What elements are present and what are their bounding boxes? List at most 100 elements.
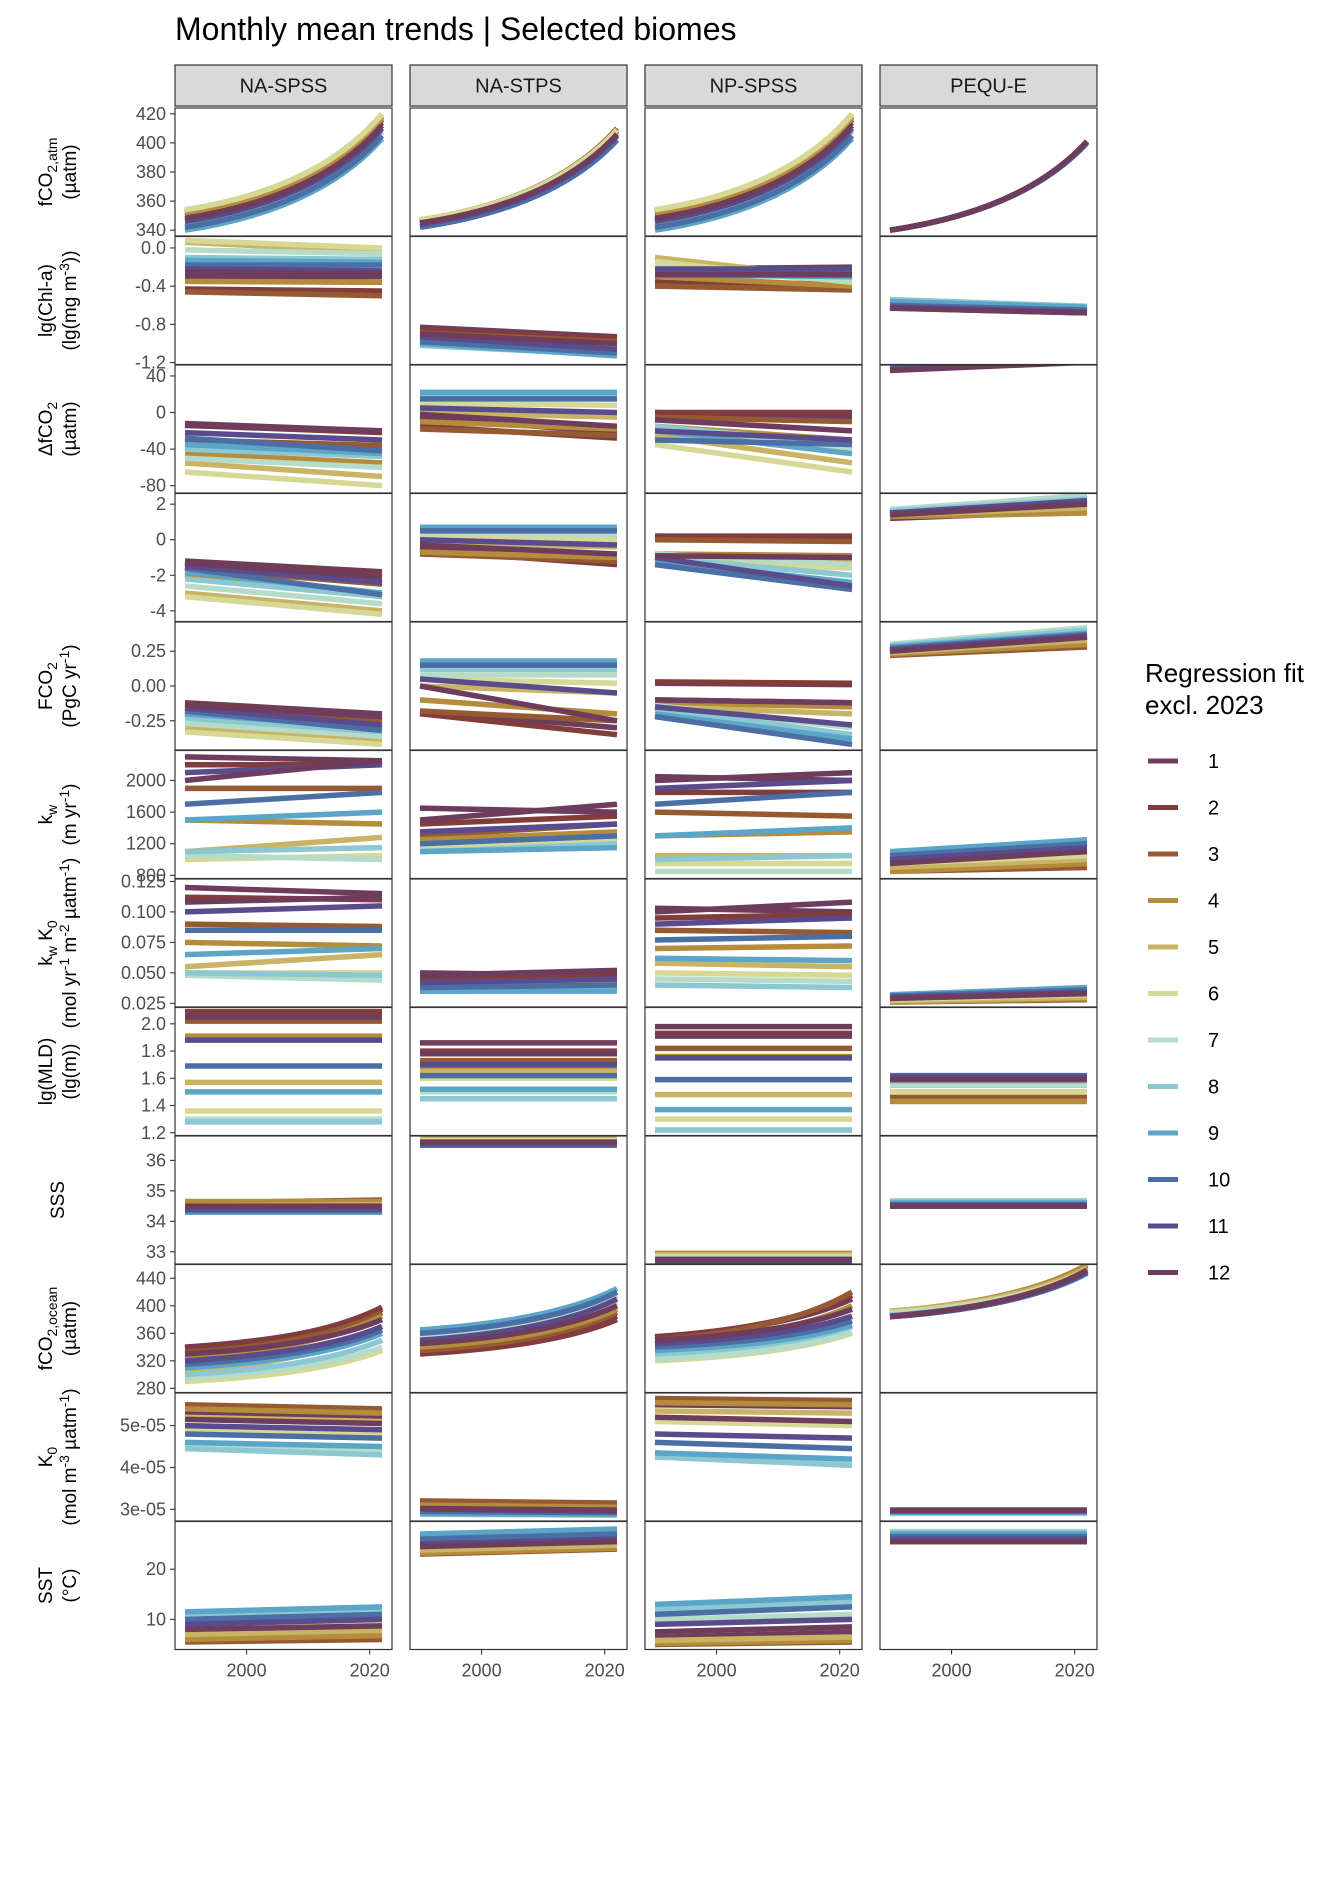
series-line-month-11 bbox=[419, 676, 618, 696]
legend-label: 12 bbox=[1208, 1263, 1230, 1285]
y-tick-label: 2000 bbox=[126, 771, 166, 791]
panel-k0-NA-SPSS bbox=[184, 1401, 383, 1458]
y-tick-label: -2 bbox=[150, 565, 166, 585]
series-line-month-11 bbox=[419, 536, 618, 548]
series-line-month-11 bbox=[184, 705, 383, 728]
series-line-month-7 bbox=[184, 972, 383, 983]
series-line-month-12 bbox=[889, 1267, 1089, 1319]
series-line-month-7 bbox=[654, 1611, 853, 1623]
panel-dfco2-PEQU-E bbox=[889, 365, 1088, 374]
series-line-month-12 bbox=[889, 848, 1088, 867]
series-line-month-10 bbox=[654, 437, 853, 448]
series-line-month-9 bbox=[889, 837, 1088, 855]
series-line-month-8 bbox=[890, 365, 950, 368]
series-line-month-11 bbox=[889, 844, 1088, 863]
y-axis-title-line: K0 bbox=[36, 1447, 60, 1468]
series-line-month-11 bbox=[184, 1323, 384, 1364]
series-line-month-11 bbox=[184, 903, 383, 915]
series-line-month-8 bbox=[654, 705, 853, 738]
series-line-month-12 bbox=[654, 697, 853, 706]
y-tick-label: 0.050 bbox=[121, 963, 166, 983]
series-line-month-12 bbox=[419, 411, 618, 430]
y-tick-label: 320 bbox=[136, 1351, 166, 1371]
panel-border bbox=[644, 235, 863, 366]
series-line-month-7 bbox=[889, 139, 1090, 233]
panel-border bbox=[879, 1520, 1098, 1651]
series-line-month-4 bbox=[654, 1399, 853, 1408]
series-line-month-11 bbox=[654, 428, 853, 443]
series-line-month-3 bbox=[419, 1498, 618, 1506]
y-tick-label: 400 bbox=[136, 133, 166, 153]
panel-fco2atm-NA-STPS bbox=[419, 126, 620, 230]
y-tick-label: 2 bbox=[156, 494, 166, 514]
series-line-month-6 bbox=[184, 1347, 383, 1385]
panel-fco2atm-NA-SPSS bbox=[184, 112, 385, 233]
series-line-month-10 bbox=[184, 1431, 383, 1441]
panel-sst-NA-STPS bbox=[419, 1526, 618, 1557]
legend-label: 5 bbox=[1208, 937, 1219, 959]
series-line-month-5 bbox=[184, 460, 383, 480]
series-line-month-11 bbox=[654, 777, 853, 792]
y-axis-title-line: (PgC yr-1) bbox=[56, 644, 81, 727]
facet-strip bbox=[644, 64, 863, 107]
series-line-month-12 bbox=[184, 894, 383, 905]
y-axis-title-line: (lg(m)) bbox=[60, 1044, 81, 1100]
panel-k0-PEQU-E bbox=[890, 1507, 1087, 1517]
series-line-month-8 bbox=[184, 446, 383, 460]
series-line-month-3 bbox=[419, 1310, 619, 1354]
y-tick-label: 800 bbox=[136, 865, 166, 885]
series-line-month-9 bbox=[654, 825, 853, 839]
x-tick-label: 2000 bbox=[697, 1661, 737, 1681]
y-axis-title-line: lg(MLD) bbox=[36, 1038, 57, 1106]
series-line-month-3 bbox=[419, 708, 618, 724]
series-line-month-12 bbox=[184, 560, 383, 580]
y-tick-label: -4 bbox=[150, 601, 166, 621]
series-line-month-9 bbox=[419, 1526, 618, 1537]
series-line-month-12 bbox=[419, 331, 618, 347]
y-axis-title-line: (mol m-3 µatm-1) bbox=[56, 1388, 81, 1525]
series-line-month-5 bbox=[889, 139, 1090, 233]
series-line-month-11 bbox=[184, 1422, 383, 1433]
legend-label: 2 bbox=[1208, 798, 1219, 820]
series-line-month-9 bbox=[654, 1322, 853, 1354]
series-line-month-3 bbox=[654, 927, 853, 936]
panel-border bbox=[879, 1392, 1098, 1522]
series-line-month-10 bbox=[654, 1439, 853, 1452]
series-line-month-4 bbox=[419, 418, 618, 432]
series-line-month-12 bbox=[419, 1303, 619, 1347]
series-line-month-4 bbox=[419, 1502, 618, 1510]
series-line-month-10 bbox=[184, 1611, 383, 1623]
series-line-month-10 bbox=[419, 833, 618, 847]
series-line-month-2 bbox=[419, 711, 618, 738]
series-line-month-7 bbox=[184, 455, 383, 471]
series-line-month-6 bbox=[654, 112, 855, 213]
series-line-month-5 bbox=[654, 1634, 853, 1644]
y-axis-title-line: kw bbox=[36, 804, 60, 825]
series-line-month-9 bbox=[184, 1604, 383, 1615]
series-line-month-1 bbox=[889, 139, 1090, 233]
series-line-month-6 bbox=[654, 441, 853, 475]
y-axis-title-line: (µatm) bbox=[60, 401, 81, 456]
series-line-month-12 bbox=[419, 1505, 618, 1513]
panel-sss-NP-SPSS bbox=[655, 1250, 852, 1264]
series-line-month-8 bbox=[654, 1454, 853, 1469]
series-line-month-8 bbox=[654, 1599, 853, 1613]
panel-fco2flux-PEQU-E bbox=[889, 624, 1088, 659]
series-line-month-1 bbox=[654, 1629, 853, 1638]
series-line-month-2 bbox=[419, 327, 618, 342]
y-tick-label: 0.025 bbox=[121, 993, 166, 1013]
series-line-month-8 bbox=[184, 1445, 383, 1458]
series-line-month-4 bbox=[654, 1637, 853, 1647]
facet-strip-label: NA-SPSS bbox=[240, 76, 328, 98]
series-line-month-7 bbox=[890, 365, 891, 366]
legend-label: 4 bbox=[1208, 891, 1219, 913]
y-axis-title-line: (µatm) bbox=[60, 1301, 81, 1356]
legend-title: Regression fit bbox=[1145, 658, 1305, 688]
series-line-month-9 bbox=[184, 1330, 384, 1371]
series-line-month-4 bbox=[419, 829, 618, 843]
series-line-month-11 bbox=[419, 1296, 619, 1343]
y-axis-title-line: fCO2,atm bbox=[36, 138, 60, 207]
series-line-month-11 bbox=[654, 1313, 853, 1347]
series-line-month-10 bbox=[654, 133, 855, 230]
series-line-month-10 bbox=[184, 1327, 384, 1368]
